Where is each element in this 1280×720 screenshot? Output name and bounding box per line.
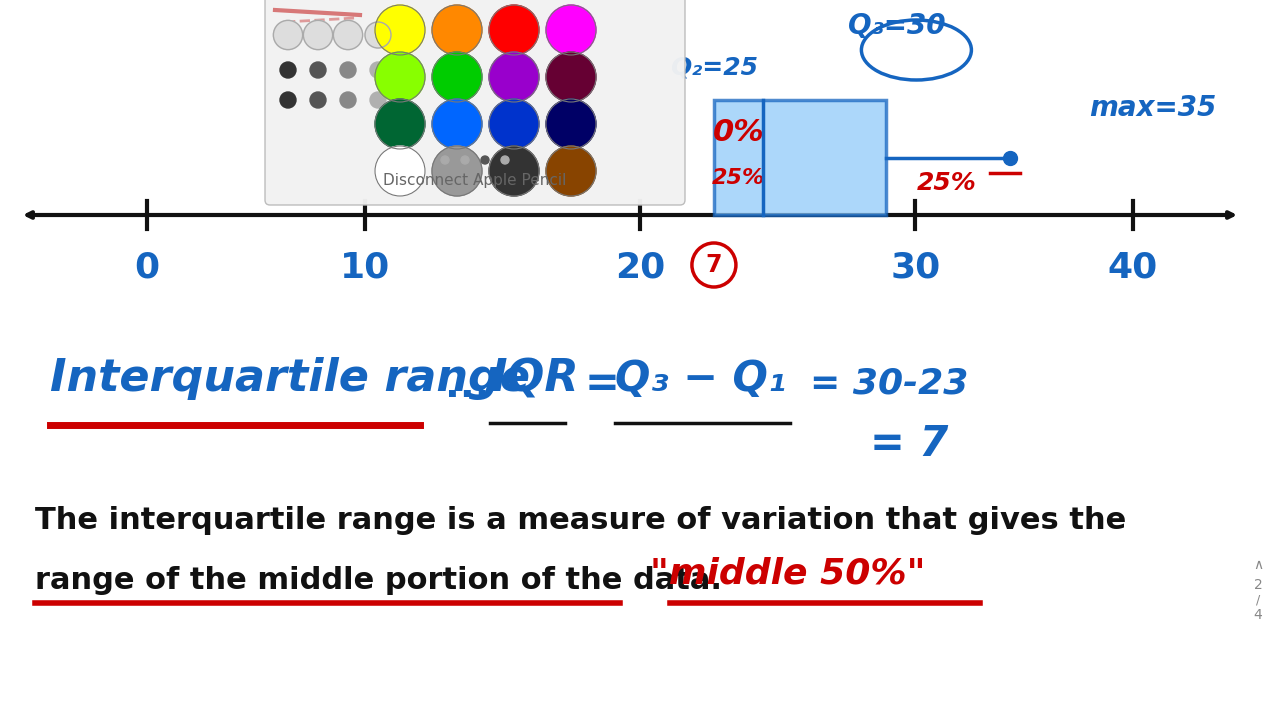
Circle shape [274, 20, 302, 50]
Circle shape [280, 62, 296, 78]
Circle shape [433, 146, 483, 196]
Circle shape [433, 52, 483, 102]
Circle shape [365, 22, 390, 48]
Circle shape [481, 156, 489, 164]
Circle shape [433, 5, 483, 55]
Circle shape [340, 92, 356, 108]
Circle shape [333, 20, 362, 50]
Circle shape [370, 92, 387, 108]
Text: Q₂=25: Q₂=25 [671, 56, 758, 80]
Circle shape [489, 5, 539, 55]
Circle shape [489, 52, 539, 102]
Text: 7: 7 [705, 253, 722, 277]
Text: /: / [1256, 593, 1260, 606]
Circle shape [433, 99, 483, 149]
Circle shape [280, 92, 296, 108]
Text: 2: 2 [1253, 578, 1262, 592]
Text: 4: 4 [1253, 608, 1262, 622]
Circle shape [489, 146, 539, 196]
Text: =: = [585, 363, 620, 405]
Text: 30: 30 [890, 250, 941, 284]
Circle shape [547, 52, 596, 102]
Circle shape [375, 52, 425, 102]
Text: max=35: max=35 [1089, 94, 1217, 122]
Text: = 30-23: = 30-23 [810, 366, 969, 400]
Circle shape [303, 20, 333, 50]
Circle shape [340, 62, 356, 78]
Circle shape [489, 99, 539, 149]
Text: ∧: ∧ [1253, 558, 1263, 572]
Circle shape [461, 156, 468, 164]
Text: 25%: 25% [916, 171, 977, 194]
Circle shape [375, 5, 425, 55]
Text: Disconnect Apple Pencil: Disconnect Apple Pencil [383, 173, 567, 187]
Circle shape [310, 62, 326, 78]
Circle shape [310, 92, 326, 108]
Circle shape [547, 5, 596, 55]
Text: The interquartile range is a measure of variation that gives the: The interquartile range is a measure of … [35, 506, 1126, 535]
Text: Q₃=30: Q₃=30 [847, 12, 945, 40]
Circle shape [442, 156, 449, 164]
Text: ...: ... [445, 367, 490, 405]
Text: = 7: = 7 [870, 423, 948, 465]
FancyBboxPatch shape [265, 0, 685, 205]
Text: 10: 10 [339, 250, 390, 284]
Circle shape [500, 156, 509, 164]
Circle shape [375, 146, 425, 196]
Text: "middle 50%": "middle 50%" [650, 556, 925, 590]
Circle shape [375, 99, 425, 149]
Text: Q₃ − Q₁: Q₃ − Q₁ [614, 358, 786, 400]
Circle shape [547, 146, 596, 196]
Circle shape [370, 62, 387, 78]
Text: 40: 40 [1107, 250, 1158, 284]
Bar [714, 100, 886, 215]
Text: IQR: IQR [490, 357, 579, 400]
Text: Interquartile range: Interquartile range [50, 357, 530, 400]
Text: 25%: 25% [712, 168, 765, 187]
Circle shape [547, 99, 596, 149]
Text: 20: 20 [614, 250, 666, 284]
Text: 0: 0 [134, 250, 160, 284]
Text: range of the middle portion of the data.: range of the middle portion of the data. [35, 566, 722, 595]
Text: 0%: 0% [713, 118, 764, 147]
